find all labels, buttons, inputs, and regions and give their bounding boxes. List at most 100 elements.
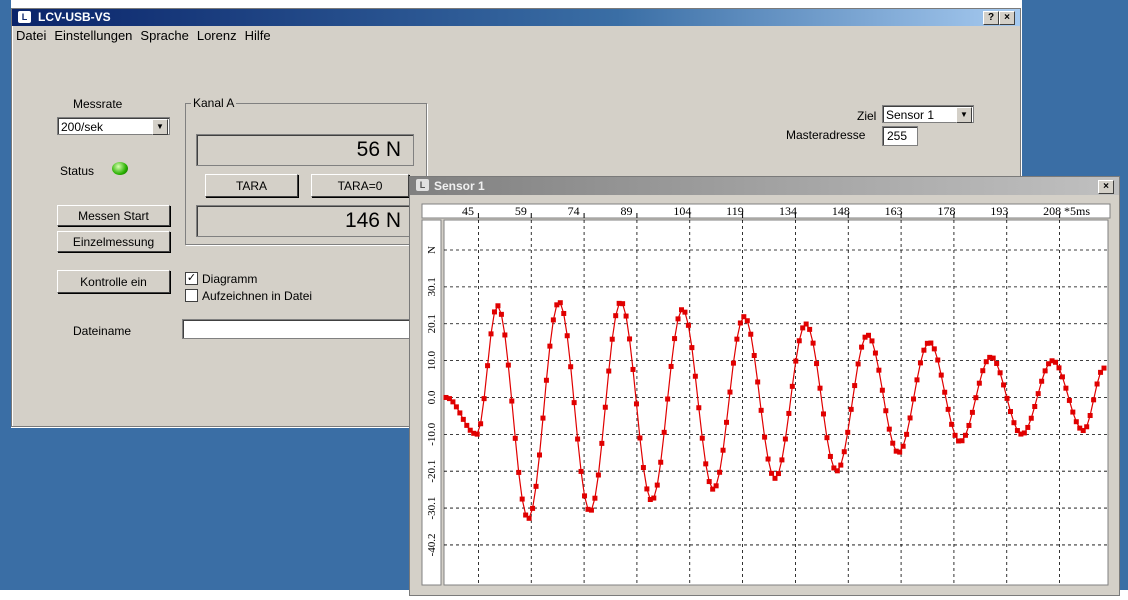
plot-area	[443, 219, 1109, 586]
data-point	[1073, 419, 1079, 425]
data-point	[450, 399, 456, 405]
title-bar[interactable]: L LCV-USB-VS ? ×	[12, 9, 1020, 26]
sensor-title-bar[interactable]: L Sensor 1 ×	[410, 177, 1119, 195]
data-point	[800, 325, 806, 331]
menu-lorenz[interactable]: Lorenz	[196, 28, 237, 43]
data-point	[980, 368, 986, 374]
data-point	[734, 336, 740, 342]
diagramm-checkbox[interactable]: ✓	[185, 272, 198, 285]
data-point	[498, 311, 504, 317]
y-tick-label: -30.1	[426, 497, 438, 520]
data-point	[595, 472, 601, 478]
x-axis-strip	[421, 203, 1111, 219]
data-point	[942, 389, 948, 395]
data-point	[893, 448, 899, 454]
data-point	[765, 456, 771, 462]
menu-bar: Datei Einstellungen Sprache Lorenz Hilfe	[12, 28, 275, 44]
dateiname-label: Dateiname	[73, 324, 132, 338]
data-point	[537, 452, 543, 458]
data-point	[633, 401, 639, 407]
data-point	[505, 362, 511, 368]
chevron-down-icon[interactable]: ▼	[956, 107, 972, 123]
data-point	[491, 309, 497, 315]
data-point	[859, 344, 865, 350]
diagramm-label: Diagramm	[202, 272, 258, 286]
data-point	[1066, 397, 1072, 403]
data-point	[1101, 365, 1107, 371]
data-point	[737, 320, 743, 326]
data-point	[831, 465, 837, 471]
x-tick-label: 59	[515, 204, 527, 218]
reading-display-2: 146 N	[196, 205, 414, 237]
data-point	[997, 370, 1003, 376]
data-point	[855, 361, 861, 367]
data-point	[613, 313, 619, 319]
ziel-select[interactable]: Sensor 1 ▼	[882, 105, 974, 123]
messrate-select[interactable]: 200/sek ▼	[57, 117, 170, 135]
data-point	[890, 440, 896, 446]
chevron-down-icon[interactable]: ▼	[152, 119, 168, 135]
tara-button[interactable]: TARA	[205, 174, 298, 197]
data-point	[838, 462, 844, 468]
data-point	[606, 368, 612, 374]
messrate-label: Messrate	[73, 97, 123, 111]
data-point	[602, 404, 608, 410]
data-point	[588, 507, 594, 513]
y-tick-label: 30.1	[426, 277, 438, 296]
aufzeichnen-checkbox[interactable]	[185, 289, 198, 302]
data-point	[817, 385, 823, 391]
data-point	[644, 486, 650, 492]
x-tick-label: 89	[621, 204, 633, 218]
data-point	[599, 440, 605, 446]
data-point	[1059, 374, 1065, 380]
menu-hilfe[interactable]: Hilfe	[244, 28, 271, 43]
help-button[interactable]: ?	[983, 11, 999, 25]
sensor-close-button[interactable]: ×	[1098, 180, 1114, 194]
data-point	[481, 396, 487, 402]
data-point	[824, 435, 830, 441]
x-tick-label: 119	[726, 204, 744, 218]
data-point	[706, 479, 712, 485]
data-point	[526, 515, 532, 521]
data-point	[876, 367, 882, 373]
x-tick-label: 104	[673, 204, 691, 218]
dateiname-input[interactable]	[182, 319, 444, 339]
data-point	[834, 468, 840, 474]
data-point	[1042, 368, 1048, 374]
data-point	[803, 321, 809, 327]
data-point	[820, 411, 826, 417]
x-tick-label: 134	[779, 204, 797, 218]
messen-start-button[interactable]: Messen Start	[57, 205, 170, 226]
data-point	[769, 470, 775, 476]
app-icon: L	[416, 179, 429, 191]
menu-sprache[interactable]: Sprache	[140, 28, 189, 43]
data-point	[938, 372, 944, 378]
data-point	[630, 366, 636, 372]
tara-zero-button[interactable]: TARA=0	[311, 174, 409, 197]
data-point	[446, 396, 452, 402]
data-point	[620, 301, 626, 307]
data-point	[772, 475, 778, 481]
data-point	[547, 343, 553, 349]
data-point	[983, 359, 989, 365]
kontrolle-button[interactable]: Kontrolle ein	[57, 270, 170, 293]
data-point	[661, 429, 667, 435]
data-point	[793, 358, 799, 364]
data-point	[883, 408, 889, 414]
close-button[interactable]: ×	[999, 11, 1015, 25]
einzelmessung-button[interactable]: Einzelmessung	[57, 231, 170, 252]
masteradresse-field[interactable]: 255	[882, 126, 918, 146]
data-point	[675, 316, 681, 322]
data-point	[917, 360, 923, 366]
data-point	[1070, 409, 1076, 415]
data-point	[685, 322, 691, 328]
app-icon: L	[18, 11, 31, 23]
data-point	[1080, 428, 1086, 434]
menu-datei[interactable]: Datei	[16, 28, 47, 43]
data-point	[911, 396, 917, 402]
menu-einstellungen[interactable]: Einstellungen	[54, 28, 133, 43]
y-tick-label: -20.1	[426, 460, 438, 483]
data-point	[1021, 430, 1027, 436]
data-point	[530, 505, 536, 511]
data-point	[1028, 415, 1034, 421]
